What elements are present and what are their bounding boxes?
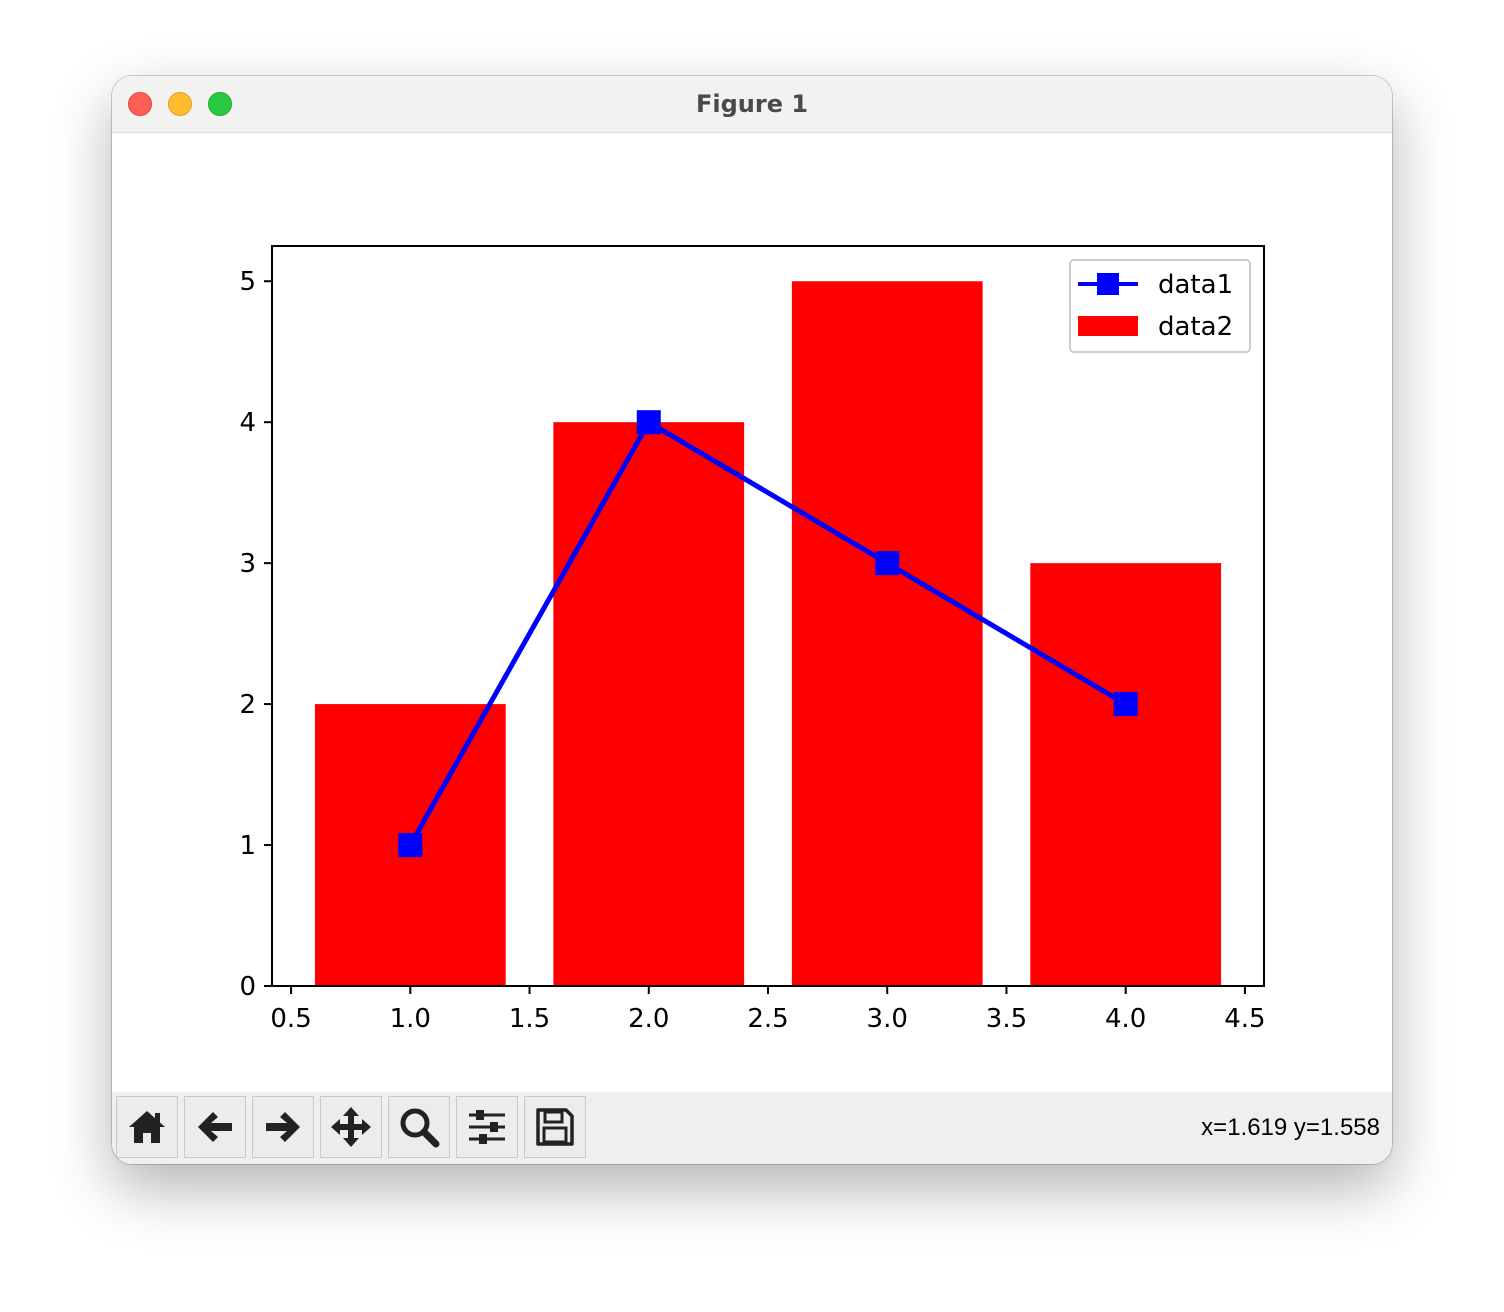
line-series bbox=[398, 410, 1138, 858]
close-window-button[interactable] bbox=[128, 92, 152, 116]
x-tick-label: 2.0 bbox=[628, 1004, 669, 1034]
window-title: Figure 1 bbox=[695, 90, 809, 118]
arrow-left-icon bbox=[198, 1112, 232, 1142]
bar-3 bbox=[791, 281, 983, 986]
sliders-icon bbox=[469, 1110, 505, 1144]
minimize-window-button[interactable] bbox=[168, 92, 192, 116]
pan-button[interactable] bbox=[320, 1096, 382, 1158]
marker-3 bbox=[875, 551, 900, 576]
navigation-toolbar: x=1.619 y=1.558 bbox=[112, 1092, 1392, 1164]
home-button[interactable] bbox=[116, 1096, 178, 1158]
y-tick-label: 5 bbox=[239, 267, 256, 297]
legend: data1 data2 bbox=[1069, 259, 1251, 353]
marker-1 bbox=[398, 833, 423, 858]
bar-series bbox=[314, 281, 1222, 986]
magnifier-icon bbox=[400, 1108, 440, 1148]
y-tick-label: 1 bbox=[239, 831, 256, 861]
configure-subplots-button[interactable] bbox=[456, 1096, 518, 1158]
y-tick-label: 4 bbox=[239, 408, 256, 438]
cursor-coordinates: x=1.619 y=1.558 bbox=[1201, 1114, 1380, 1141]
maximize-window-button[interactable] bbox=[208, 92, 232, 116]
legend-label-data1: data1 bbox=[1158, 270, 1233, 300]
bar-4 bbox=[1030, 563, 1222, 986]
x-tick-label: 3.5 bbox=[986, 1004, 1027, 1034]
home-icon bbox=[129, 1111, 165, 1143]
marker-4 bbox=[1113, 692, 1138, 717]
x-tick-label: 3.0 bbox=[867, 1004, 908, 1034]
save-button[interactable] bbox=[524, 1096, 586, 1158]
legend-swatch-data2 bbox=[1078, 316, 1138, 336]
x-tick-label: 2.5 bbox=[747, 1004, 788, 1034]
y-axis: 0 1 2 3 4 5 bbox=[239, 267, 272, 1002]
figure-canvas[interactable]: 0.5 1.0 1.5 2.0 2.5 3.0 3.5 4.0 4.5 0 1 2 3 4 5 data1… bbox=[112, 132, 1392, 1092]
y-tick-label: 3 bbox=[239, 549, 256, 579]
legend-marker-data1 bbox=[1097, 273, 1119, 295]
x-tick-label: 4.0 bbox=[1105, 1004, 1146, 1034]
x-tick-label: 1.0 bbox=[390, 1004, 431, 1034]
x-axis: 0.5 1.0 1.5 2.0 2.5 3.0 3.5 4.0 4.5 bbox=[270, 986, 1266, 1034]
legend-label-data2: data2 bbox=[1158, 312, 1233, 342]
arrow-right-icon bbox=[266, 1112, 300, 1142]
bar-2 bbox=[553, 422, 745, 986]
figure-window: Figure 1 0.5 1.0 1.5 2.0 2.5 3.0 3.5 4.0 4.5 0 1 2… bbox=[112, 76, 1392, 1164]
x-tick-label: 1.5 bbox=[509, 1004, 550, 1034]
forward-button[interactable] bbox=[252, 1096, 314, 1158]
back-button[interactable] bbox=[184, 1096, 246, 1158]
x-tick-label: 0.5 bbox=[270, 1004, 311, 1034]
marker-2 bbox=[636, 410, 661, 435]
zoom-button[interactable] bbox=[388, 1096, 450, 1158]
x-tick-label: 4.5 bbox=[1224, 1004, 1265, 1034]
title-bar: Figure 1 bbox=[112, 76, 1392, 133]
chart: 0.5 1.0 1.5 2.0 2.5 3.0 3.5 4.0 4.5 0 1 2 3 4 5 data1… bbox=[239, 245, 1266, 1034]
y-tick-label: 0 bbox=[239, 972, 256, 1002]
line-data1 bbox=[408, 419, 1127, 847]
floppy-disk-icon bbox=[536, 1108, 574, 1146]
y-tick-label: 2 bbox=[239, 690, 256, 720]
move-icon bbox=[331, 1107, 371, 1147]
